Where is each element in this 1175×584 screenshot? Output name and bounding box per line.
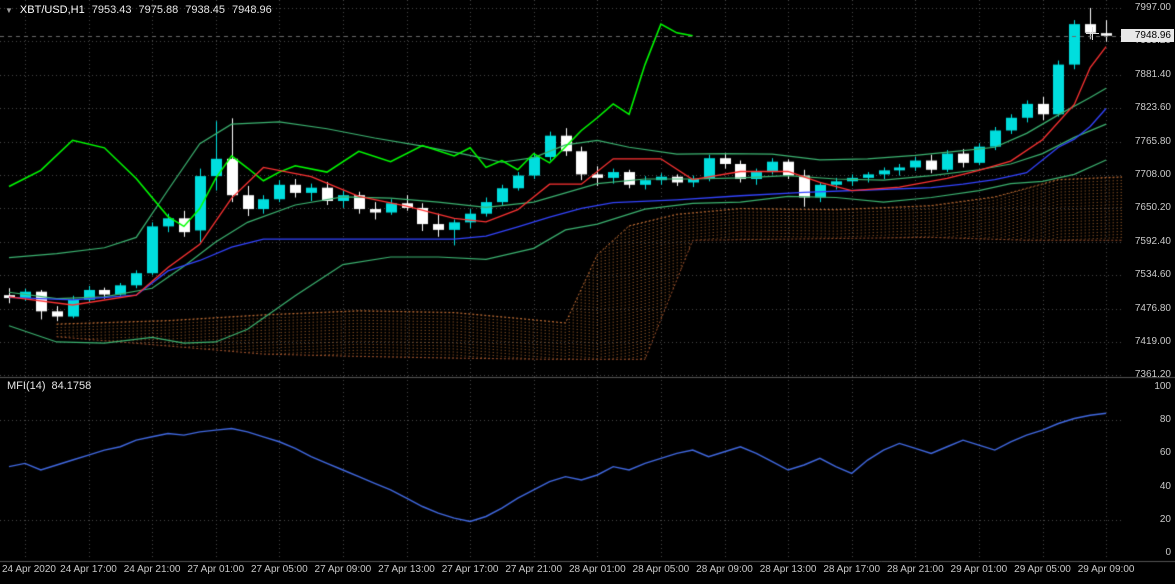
time-axis[interactable]: 24 Apr 2020 24 Apr 17:00 24 Apr 21:00 27 Ap… — [0, 564, 1175, 584]
crosshair-cursor — [1086, 27, 1099, 40]
time-axis-label: 27 Apr 21:00 — [505, 564, 563, 575]
time-axis-label: 28 Apr 05:00 — [632, 564, 690, 575]
symbol-dropdown-icon[interactable]: ▼ — [5, 5, 13, 15]
chart-header: ▼ XBT/USD,H1 7953.43 7975.88 7938.45 794… — [5, 4, 272, 16]
time-axis-label: 28 Apr 17:00 — [823, 564, 881, 575]
time-axis-label: 29 Apr 01:00 — [950, 564, 1008, 575]
mfi-indicator-name: MFI(14) — [7, 380, 46, 392]
time-axis-label: 27 Apr 01:00 — [187, 564, 245, 575]
time-axis-label: 28 Apr 09:00 — [696, 564, 753, 575]
time-axis-label: 27 Apr 09:00 — [314, 564, 372, 575]
high-value: 7975.88 — [138, 4, 179, 16]
mfi-indicator-value: 84.1758 — [51, 380, 92, 392]
symbol-timeframe-label: XBT/USD,H1 — [19, 4, 85, 16]
mfi-indicator-label: MFI(14) 84.1758 — [7, 380, 91, 392]
time-axis-label: 28 Apr 13:00 — [759, 564, 817, 575]
time-axis-label: 24 Apr 17:00 — [60, 564, 117, 575]
time-axis-label: 27 Apr 13:00 — [378, 564, 435, 575]
time-axis-label: 24 Apr 2020 — [2, 564, 56, 575]
open-value: 7953.43 — [91, 4, 132, 16]
time-axis-label: 28 Apr 21:00 — [886, 564, 944, 575]
time-axis-label: 24 Apr 21:00 — [123, 564, 181, 575]
current-price-badge: 7948.96 — [1121, 28, 1174, 42]
time-axis-label: 29 Apr 09:00 — [1077, 564, 1135, 575]
close-value: 7948.96 — [232, 4, 272, 16]
time-axis-label: 27 Apr 05:00 — [250, 564, 308, 575]
time-axis-label: 28 Apr 01:00 — [568, 564, 626, 575]
time-axis-label: 27 Apr 17:00 — [441, 564, 499, 575]
low-value: 7938.45 — [185, 4, 226, 16]
time-axis-label: 29 Apr 05:00 — [1014, 564, 1071, 575]
